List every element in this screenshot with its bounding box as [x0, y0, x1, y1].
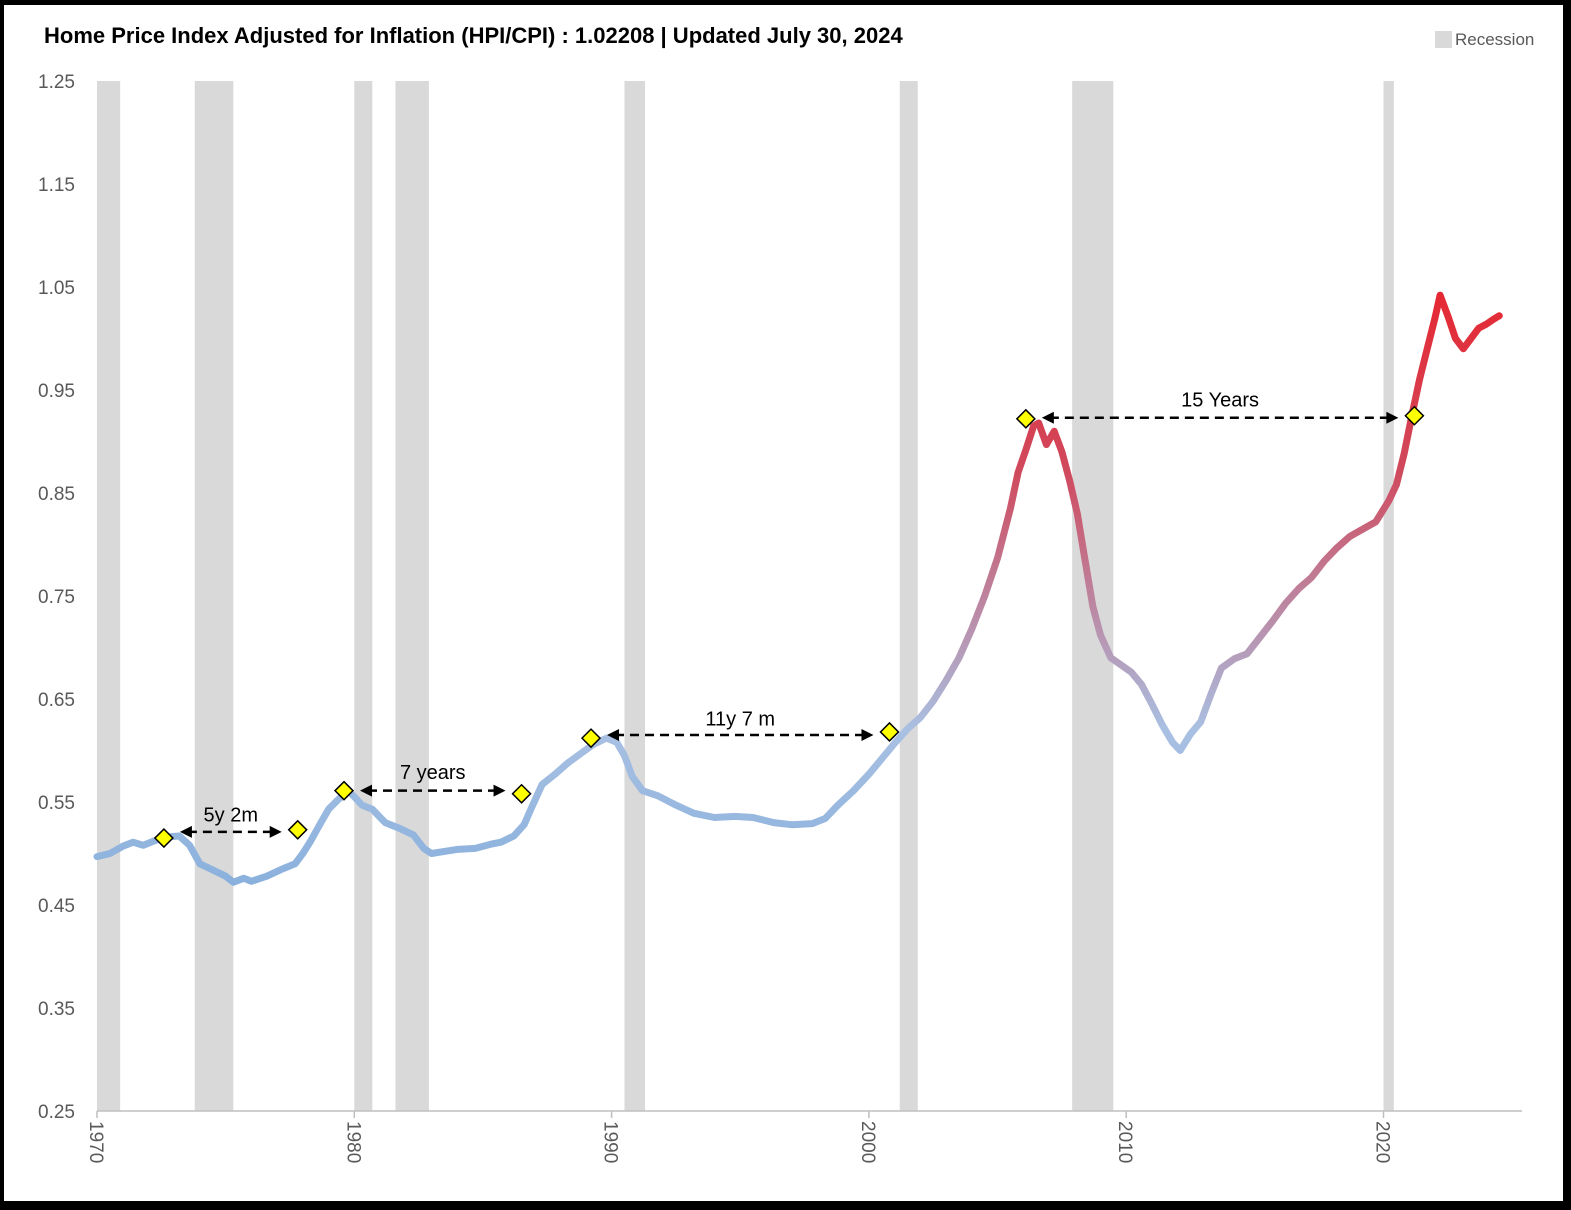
hpi-cpi-series-line — [93, 291, 1503, 886]
y-tick-label: 0.45 — [38, 896, 75, 917]
recession-bands — [97, 81, 1394, 1111]
annotation-arrow-right — [269, 825, 282, 838]
annotation-arrow-right — [493, 784, 506, 797]
recession-band — [194, 81, 234, 1111]
y-tick-label: 0.85 — [38, 484, 75, 505]
annotation-label: 7 years — [400, 762, 466, 784]
x-tick-label: 1970 — [85, 1121, 106, 1163]
annotation-label: 15 Years — [1181, 389, 1259, 411]
annotation-arrow-left — [1041, 411, 1054, 424]
diamond-marker — [1404, 405, 1425, 426]
annotation-arrow-left — [607, 729, 620, 742]
recession-band — [1383, 81, 1394, 1111]
recession-band — [899, 81, 918, 1111]
legend-recession-label: Recession — [1455, 30, 1534, 49]
diamond-marker — [153, 827, 174, 849]
recession-band — [624, 81, 646, 1111]
x-tick-label: 2010 — [1114, 1121, 1135, 1163]
x-tick-label: 1980 — [342, 1121, 363, 1163]
x-tick-label: 1990 — [600, 1121, 621, 1163]
legend-recession-swatch — [1435, 31, 1452, 48]
y-tick-label: 0.55 — [38, 793, 75, 814]
peak-markers — [153, 405, 1425, 849]
y-tick-label: 0.35 — [38, 999, 75, 1020]
recession-band — [354, 81, 373, 1111]
diamond-marker — [1015, 408, 1036, 429]
x-tick-label: 2020 — [1372, 1121, 1393, 1163]
diamond-marker — [879, 721, 900, 743]
annotation-arrow-left — [360, 784, 373, 797]
recession-band — [395, 81, 429, 1111]
annotation-arrow-right — [861, 729, 874, 742]
annotation-label: 5y 2m — [204, 804, 258, 826]
chart-frame: Home Price Index Adjusted for Inflation … — [4, 5, 1563, 1201]
annotation-arrow-left — [179, 825, 192, 838]
y-tick-label: 1.15 — [38, 175, 75, 196]
y-tick-label: 0.75 — [38, 587, 75, 608]
interval-annotations: 5y 2m 7 years 11y 7 m 15 Years — [179, 389, 1399, 838]
recession-band — [97, 81, 121, 1111]
annotation-label: 11y 7 m — [705, 709, 775, 731]
chart-title: Home Price Index Adjusted for Inflation … — [44, 23, 903, 48]
diamond-marker — [511, 783, 532, 804]
diamond-marker — [287, 819, 308, 840]
y-tick-label: 1.05 — [38, 278, 75, 299]
chart-canvas: Home Price Index Adjusted for Inflation … — [38, 23, 1534, 1163]
annotation-arrow-right — [1386, 411, 1399, 424]
axes: 0.25 0.35 0.45 0.55 0.65 0.75 0.85 0.95 1.05 1.15… — [38, 72, 1392, 1163]
y-tick-label: 0.65 — [38, 690, 75, 711]
diamond-marker — [333, 780, 355, 801]
diamond-marker — [580, 728, 602, 749]
y-tick-label: 1.25 — [38, 72, 75, 93]
y-tick-label: 0.95 — [38, 381, 75, 402]
x-tick-label: 2000 — [857, 1121, 878, 1163]
y-tick-label: 0.25 — [38, 1102, 75, 1123]
